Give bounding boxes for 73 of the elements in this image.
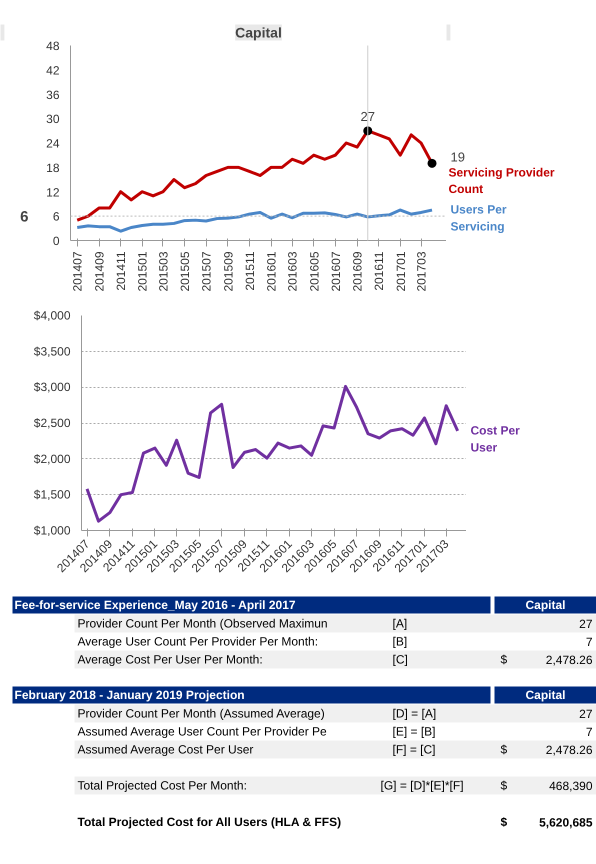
x-tick-label: 201511 — [242, 251, 257, 291]
line-series — [76, 208, 434, 233]
text: Provider Count Per Month (Assumed Average) — [78, 706, 325, 720]
y-tick-label: 12 — [46, 185, 60, 200]
text: 5,620,685 — [539, 816, 593, 830]
annotation: 19 — [450, 149, 465, 164]
x-tick-label: 201507 — [200, 251, 214, 292]
text: $ — [500, 778, 508, 792]
text: Average User Count Per Provider Per Month: — [78, 634, 318, 648]
y-tick-label: $3,500 — [34, 344, 71, 358]
text: 27 — [579, 617, 593, 631]
x-tick-label: 201611 — [372, 251, 386, 291]
text: Assumed Average Cost Per User — [78, 742, 254, 756]
text: $ — [500, 815, 508, 829]
y-tick-label: 0 — [52, 234, 60, 248]
y-tick-label: 36 — [46, 88, 60, 102]
y-tick-label: 48 — [46, 39, 60, 53]
annotation: 27 — [360, 108, 376, 124]
x-tick-label: 201609 — [350, 251, 365, 292]
text: [B] — [392, 634, 408, 648]
text: Average Cost Per User Per Month: — [78, 652, 263, 666]
x-tick-label: 201701 — [394, 251, 408, 292]
text: [C] — [392, 652, 408, 666]
y-tick-label: 6 — [52, 210, 60, 224]
ref-line-label: 6 — [20, 208, 28, 226]
x-tick-label: 201607 — [328, 251, 343, 292]
text: Total Projected Cost Per Month: — [78, 778, 247, 792]
x-tick-label: 201605 — [307, 251, 322, 292]
text: Provider Count Per Month (Observed Maximun — [78, 616, 328, 630]
text: 2,478.26 — [546, 743, 593, 757]
y-tick-label: $4,000 — [34, 308, 71, 322]
text: Fee-for-service Experience_May 2016 - April 2017 — [14, 598, 296, 612]
text: Total Projected Cost for All Users (HLA & FFS) — [78, 815, 342, 829]
x-tick-label: 201703 — [414, 251, 429, 292]
text: [G] = [D]*[E]*[F] — [380, 778, 464, 792]
text: Capital — [525, 598, 566, 612]
y-tick-label: $2,000 — [34, 452, 71, 466]
x-tick-label: 201411 — [114, 251, 128, 291]
series-label: Cost Per User — [470, 423, 520, 454]
text: $ — [500, 652, 508, 666]
text: Assumed Average User Count Per Provider Pe — [78, 724, 327, 738]
y-tick-label: $1,000 — [34, 524, 71, 538]
y-tick-label: $2,500 — [34, 416, 71, 430]
text: Capital — [525, 688, 566, 702]
x-tick-label: 201501 — [136, 251, 150, 292]
x-tick-label: 201503 — [156, 251, 170, 292]
text: 7 — [586, 725, 593, 739]
text: 7 — [586, 635, 593, 649]
y-tick-label: 42 — [46, 63, 60, 78]
text: [A] — [392, 616, 408, 630]
series-label: Users Per Servicing — [450, 202, 507, 234]
y-tick-label: 30 — [46, 112, 60, 126]
text: February 2018 - January 2019 Projection — [14, 688, 245, 702]
text: 468,390 — [549, 779, 593, 793]
x-tick-label: 201601 — [264, 251, 279, 292]
text: 27 — [579, 707, 593, 721]
text: $ — [500, 742, 508, 756]
line-series — [86, 384, 460, 523]
y-tick-label: $1,500 — [34, 488, 71, 502]
x-tick-label: 201407 — [70, 251, 85, 292]
text: [D] = [A] — [392, 706, 436, 720]
text: [E] = [B] — [392, 724, 436, 738]
x-tick-label: 201509 — [221, 251, 236, 292]
text: [F] = [C] — [392, 742, 436, 756]
series-label: Servicing Provider Count — [448, 165, 555, 196]
x-tick-label: 201409 — [92, 251, 107, 292]
y-tick-label: 18 — [46, 160, 60, 175]
y-tick-label: 24 — [46, 136, 60, 150]
x-tick-label: 201505 — [178, 251, 192, 292]
text: 2,478.26 — [546, 653, 593, 667]
y-tick-label: $3,000 — [34, 380, 71, 394]
x-tick-label: 201603 — [286, 251, 300, 292]
chart-title: Capital — [235, 24, 282, 40]
